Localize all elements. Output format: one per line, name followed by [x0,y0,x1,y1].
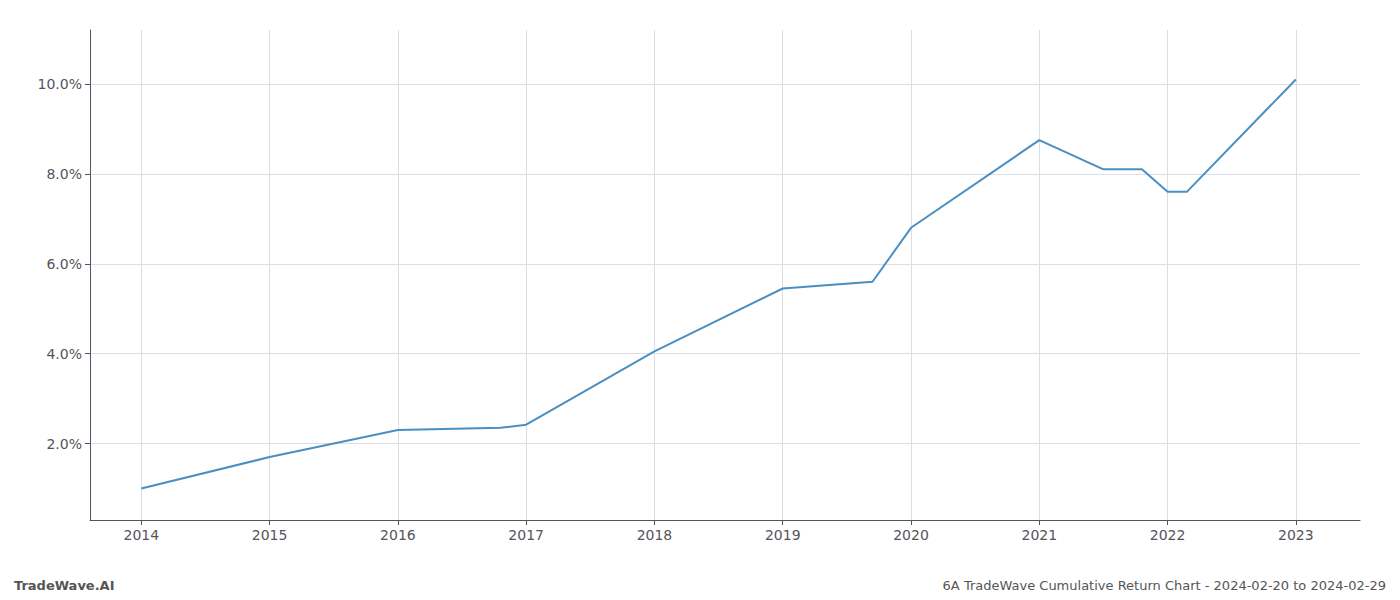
svg-text:2021: 2021 [1021,527,1057,543]
svg-text:6.0%: 6.0% [46,256,82,272]
svg-text:10.0%: 10.0% [38,76,82,92]
svg-text:TradeWave.AI: TradeWave.AI [14,578,115,593]
svg-text:2014: 2014 [123,527,159,543]
svg-text:2020: 2020 [893,527,929,543]
svg-text:2023: 2023 [1278,527,1314,543]
svg-text:2017: 2017 [508,527,544,543]
svg-text:6A TradeWave Cumulative Return: 6A TradeWave Cumulative Return Chart - 2… [943,578,1386,593]
svg-text:8.0%: 8.0% [46,166,82,182]
svg-text:2019: 2019 [765,527,801,543]
svg-text:2.0%: 2.0% [46,436,82,452]
svg-text:4.0%: 4.0% [46,346,82,362]
svg-text:2018: 2018 [637,527,673,543]
svg-text:2016: 2016 [380,527,416,543]
svg-text:2022: 2022 [1150,527,1186,543]
svg-text:2015: 2015 [252,527,288,543]
